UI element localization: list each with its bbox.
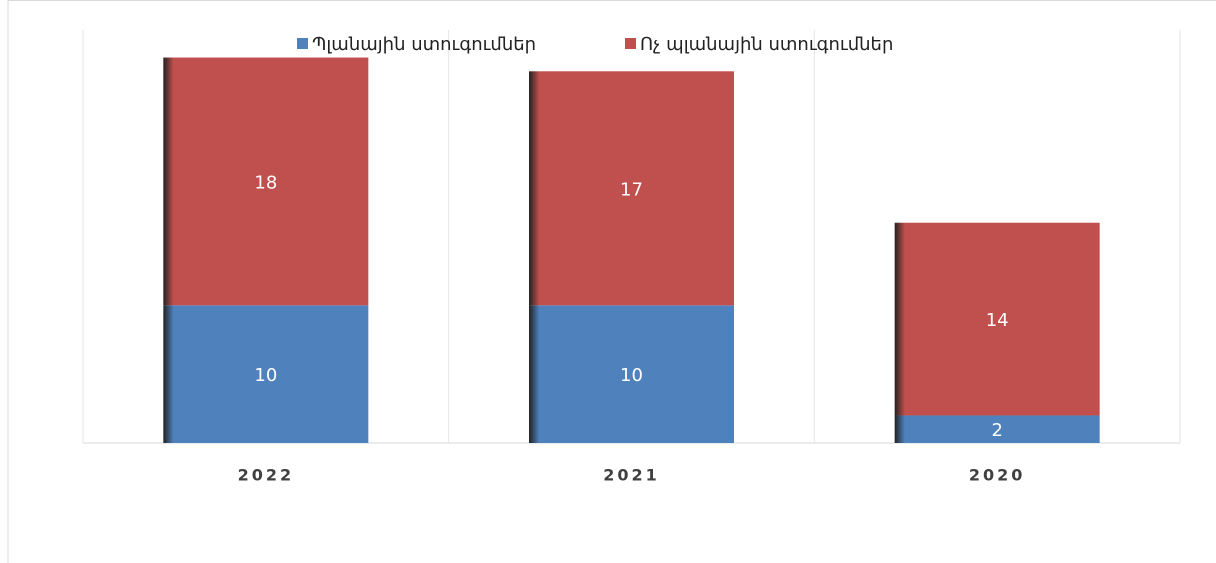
- bar-segment: [529, 71, 734, 306]
- bar-segment: [894, 415, 1100, 443]
- data-label: 18: [254, 172, 277, 193]
- data-label: 14: [986, 310, 1009, 331]
- data-label: 17: [620, 179, 643, 200]
- legend-label: Պլանային ստուգումներ: [312, 34, 536, 55]
- x-tick-label: 2022: [238, 466, 295, 485]
- legend-label: Ոչ պլանային ստուգումներ: [640, 34, 893, 55]
- bar-segment: [163, 305, 369, 443]
- legend-swatch: [297, 38, 308, 49]
- data-label: 2: [991, 420, 1002, 441]
- bar-segment: [163, 57, 369, 306]
- bar-segment: [529, 305, 734, 443]
- data-label: 10: [620, 365, 643, 386]
- x-tick-label: 2021: [603, 466, 660, 485]
- data-label: 10: [254, 365, 277, 386]
- bar-segment: [894, 222, 1100, 416]
- legend-swatch: [625, 38, 636, 49]
- x-tick-label: 2020: [969, 466, 1026, 485]
